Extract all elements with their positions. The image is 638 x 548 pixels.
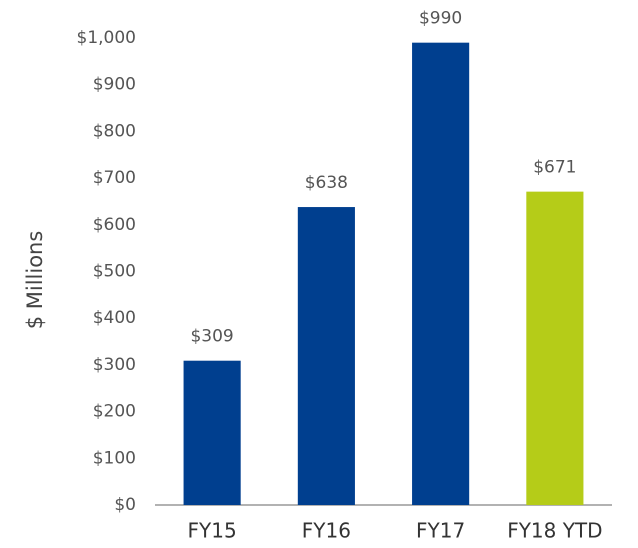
y-tick-label: $400	[93, 308, 136, 328]
y-tick-label: $600	[93, 215, 136, 235]
y-tick-label: $300	[93, 355, 136, 375]
y-tick-label: $100	[93, 448, 136, 468]
y-tick-label: $700	[93, 168, 136, 188]
bar	[526, 191, 584, 505]
x-tick-label: FY17	[416, 519, 465, 543]
x-tick-label: FY16	[302, 519, 351, 543]
value-label: $671	[533, 158, 576, 178]
y-tick-label: $200	[93, 402, 136, 422]
y-tick-label: $500	[93, 262, 136, 282]
y-tick-label: $0	[114, 495, 136, 515]
value-label: $309	[190, 327, 233, 347]
value-label: $990	[419, 9, 462, 29]
y-axis-label: $ Millions	[23, 231, 47, 330]
y-tick-label: $1,000	[77, 28, 136, 48]
x-tick-label: FY18 YTD	[507, 519, 602, 543]
y-tick-label: $800	[93, 121, 136, 141]
x-tick-label: FY15	[188, 519, 237, 543]
bar	[183, 360, 241, 505]
bar	[412, 42, 470, 506]
bar	[297, 207, 355, 505]
value-label: $638	[305, 173, 348, 193]
y-tick-label: $900	[93, 75, 136, 95]
